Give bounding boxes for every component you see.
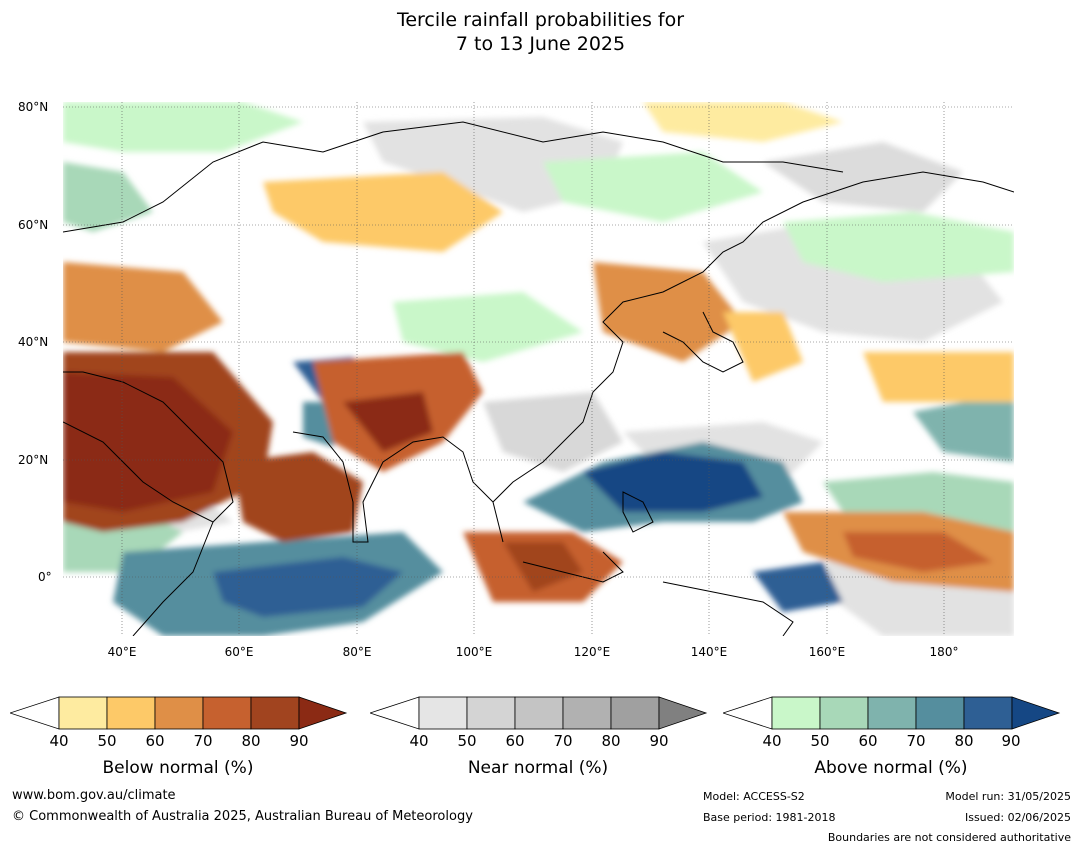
colorbar-bin xyxy=(250,696,300,730)
below-normal-region xyxy=(233,452,363,542)
colorbar-tick: 50 xyxy=(457,732,477,750)
near-normal-region xyxy=(763,142,963,212)
colorbar-tick: 70 xyxy=(906,732,926,750)
colorbar-tick: 60 xyxy=(505,732,525,750)
website-link[interactable]: www.bom.gov.au/climate xyxy=(12,788,176,803)
above-normal-region xyxy=(753,562,843,612)
colorbar-near-normal xyxy=(370,696,708,730)
colorbar-arrow-high xyxy=(658,696,708,730)
above-normal-region xyxy=(543,152,763,222)
colorbar-above-normal xyxy=(723,696,1061,730)
below-normal-region xyxy=(593,262,743,362)
colorbar-bin xyxy=(963,696,1013,730)
coastlines xyxy=(63,121,1014,636)
below-normal-region xyxy=(643,102,843,142)
lon-label-120e: 120°E xyxy=(573,645,611,659)
lon-label-100e: 100°E xyxy=(455,645,493,659)
colorbar-tick: 60 xyxy=(145,732,165,750)
lon-label-40e: 40°E xyxy=(107,645,137,659)
issued-text: Issued: 02/06/2025 xyxy=(964,811,1071,824)
colorbar-bin xyxy=(514,696,564,730)
colorbar-bin xyxy=(562,696,612,730)
colorbar-arrow-low xyxy=(723,696,773,730)
copyright-text: © Commonwealth of Australia 2025, Austra… xyxy=(12,809,473,824)
colorbar-tick: 90 xyxy=(289,732,309,750)
base-period-text: Base period: 1981-2018 xyxy=(703,811,836,824)
title-line-2: 7 to 13 June 2025 xyxy=(455,33,626,55)
colorbar-tick: 80 xyxy=(241,732,261,750)
lon-label-160e: 160°E xyxy=(808,645,846,659)
lon-label-140e: 140°E xyxy=(690,645,728,659)
colorbar-tick: 80 xyxy=(954,732,974,750)
colorbar-tick: 40 xyxy=(762,732,782,750)
colorbar-tick: 90 xyxy=(649,732,669,750)
colorbar-tick: 50 xyxy=(97,732,117,750)
near-normal-region xyxy=(483,392,623,472)
model-run-text: Model run: 31/05/2025 xyxy=(945,790,1071,803)
lat-label-equator: 0° xyxy=(38,570,52,584)
colorbar-title-near: Near normal (%) xyxy=(467,758,609,778)
colorbar-bin xyxy=(466,696,516,730)
colorbar-bin xyxy=(610,696,660,730)
lon-label-180: 180° xyxy=(929,645,959,659)
below-normal-region xyxy=(263,172,503,252)
colorbar-arrow-high xyxy=(1011,696,1061,730)
probability-map xyxy=(63,102,1014,636)
lon-label-60e: 60°E xyxy=(224,645,254,659)
colorbar-arrow-low xyxy=(10,696,60,730)
lon-label-80e: 80°E xyxy=(342,645,372,659)
above-normal-region xyxy=(63,102,303,152)
colorbar-bin xyxy=(154,696,204,730)
colorbar-bin xyxy=(771,696,821,730)
colorbar-arrow-low xyxy=(370,696,420,730)
lat-label-20n: 20°N xyxy=(18,453,49,467)
colorbar-tick: 70 xyxy=(553,732,573,750)
below-normal-region xyxy=(863,352,1014,402)
model-text: Model: ACCESS-S2 xyxy=(703,790,805,803)
lat-label-60n: 60°N xyxy=(18,218,49,232)
colorbar-arrow-high xyxy=(298,696,348,730)
colorbar-title-above: Above normal (%) xyxy=(814,758,968,778)
below-normal-region xyxy=(63,262,223,352)
above-normal-region xyxy=(213,557,403,617)
colorbar-tick: 70 xyxy=(193,732,213,750)
colorbar-tick: 50 xyxy=(810,732,830,750)
colorbar-tick: 40 xyxy=(409,732,429,750)
above-normal-region xyxy=(583,452,763,512)
colorbar-tick: 80 xyxy=(601,732,621,750)
lat-label-40n: 40°N xyxy=(18,335,49,349)
above-normal-region xyxy=(393,292,583,362)
above-normal-region xyxy=(63,162,153,232)
title-line-1: Tercile rainfall probabilities for xyxy=(396,9,685,31)
below-normal-region xyxy=(63,372,233,512)
colorbar-bin xyxy=(202,696,252,730)
colorbar-title-below: Below normal (%) xyxy=(102,758,254,778)
map-title: Tercile rainfall probabilities for 7 to … xyxy=(0,8,1081,56)
colorbar-bin xyxy=(58,696,108,730)
colorbar-tick: 90 xyxy=(1001,732,1021,750)
lat-label-80n: 80°N xyxy=(18,100,49,114)
colorbar-tick: 40 xyxy=(49,732,69,750)
colorbar-tick: 60 xyxy=(858,732,878,750)
below-normal-region xyxy=(723,312,803,382)
above-normal-region xyxy=(783,212,1014,282)
colorbar-bin xyxy=(418,696,468,730)
below-normal-region xyxy=(843,532,993,572)
above-normal-region xyxy=(913,392,1014,462)
graticule xyxy=(63,102,1014,636)
colorbar-bin xyxy=(106,696,156,730)
colorbar-bin xyxy=(867,696,917,730)
disclaimer-text: Boundaries are not considered authoritat… xyxy=(827,831,1071,844)
colorbar-below-normal xyxy=(10,696,348,730)
colorbar-bin xyxy=(819,696,869,730)
colorbar-bin xyxy=(915,696,965,730)
below-normal-region xyxy=(343,392,433,452)
